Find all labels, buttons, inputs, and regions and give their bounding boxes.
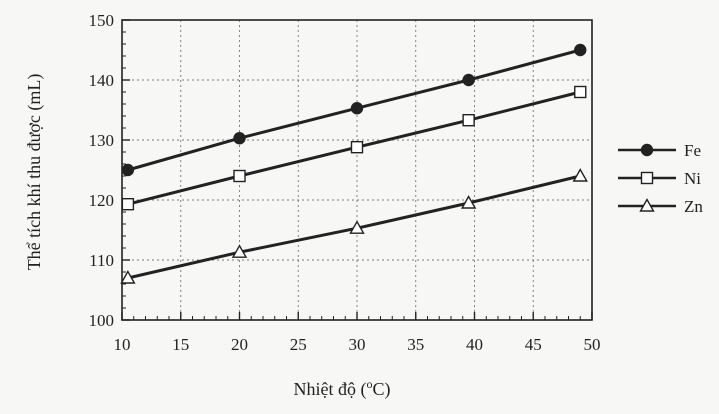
data-point-fe [233,131,246,145]
legend: Fe Ni Zn [618,141,703,216]
x-axis-label: Nhiệt độ (oC) [294,377,391,400]
data-point-zn [120,270,136,284]
series-zn [120,168,588,284]
x-tick-label: 40 [466,335,483,354]
series-ni [121,85,587,211]
y-tick-label: 130 [89,131,115,150]
y-tick-label: 100 [89,311,115,330]
x-tick-label: 30 [349,335,366,354]
legend-label-ni: Ni [684,169,701,188]
legend-label-fe: Fe [684,141,701,160]
legend-label-zn: Zn [684,197,703,216]
data-point-zn [231,244,248,258]
series-fe [121,43,587,177]
data-point-fe [350,101,364,115]
series [120,43,588,284]
data-point-ni [350,140,364,154]
y-tick-labels: 100 110 120 130 140 150 [89,11,115,330]
x-tick-label: 35 [407,335,424,354]
legend-marker-fe [640,143,654,157]
data-point-ni [574,85,587,99]
y-tick-label: 110 [89,251,114,270]
x-tick-label: 10 [114,335,131,354]
data-point-fe [121,163,135,177]
grid [122,20,592,320]
x-tick-labels: 10 15 20 25 30 35 40 45 50 [114,335,601,354]
data-point-zn [460,195,477,209]
legend-marker-ni [640,171,654,185]
data-point-zn [349,220,365,234]
legend-item-fe: Fe [618,141,701,160]
data-point-ni [121,197,135,211]
data-point-fe [574,43,587,57]
y-tick-label: 140 [89,71,115,90]
legend-item-ni: Ni [618,169,701,188]
legend-item-zn: Zn [618,197,703,216]
data-point-zn [572,168,588,182]
legend-marker-zn [639,198,655,212]
y-tick-label: 120 [89,191,115,210]
x-tick-label: 50 [584,335,601,354]
x-tick-label: 20 [231,335,248,354]
x-tick-label: 25 [290,335,307,354]
x-tick-label: 15 [172,335,189,354]
y-tick-label: 150 [89,11,115,30]
data-point-ni [233,169,246,183]
x-tick-label: 45 [525,335,542,354]
data-point-fe [462,73,475,87]
data-point-ni [462,113,475,127]
y-axis-label: Thể tích khí thu được (mL) [24,74,45,271]
